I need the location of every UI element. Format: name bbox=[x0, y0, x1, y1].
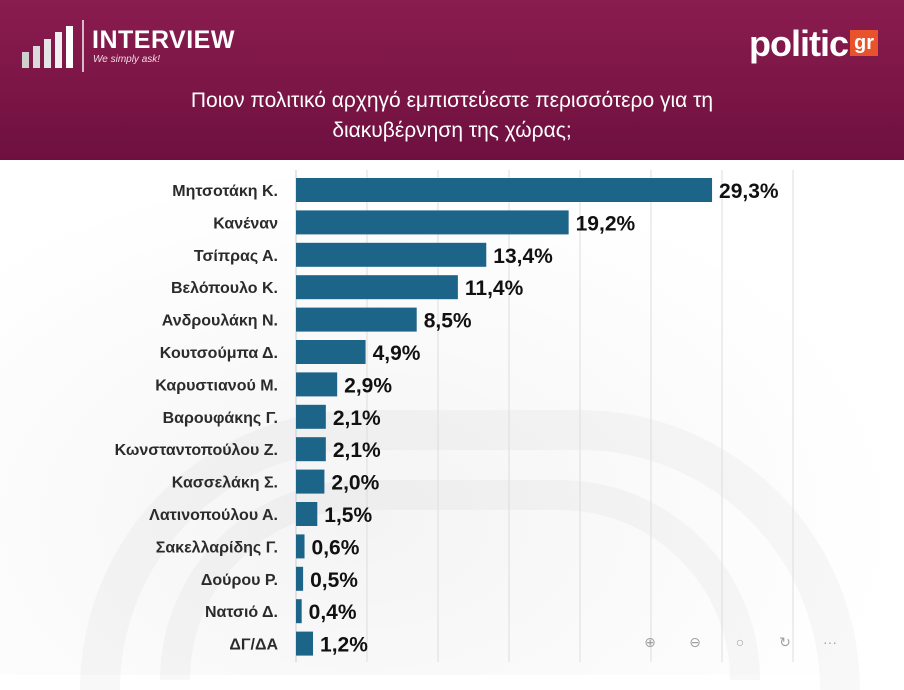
category-label: Βελόπουλο Κ. bbox=[171, 280, 278, 297]
bar[interactable] bbox=[296, 372, 338, 397]
header-banner: INTERVIEW We simply ask! politic gr Ποιο… bbox=[0, 0, 904, 160]
category-label: Κουτσούμπα Δ. bbox=[160, 345, 278, 362]
politic-word: politic bbox=[749, 23, 849, 64]
value-label: 0,5% bbox=[310, 569, 358, 592]
value-label: 2,1% bbox=[333, 439, 381, 462]
bar[interactable] bbox=[296, 502, 318, 526]
value-label: 1,5% bbox=[324, 504, 372, 527]
brand-tagline: We simply ask! bbox=[93, 54, 161, 65]
brand-name: INTERVIEW bbox=[92, 26, 235, 54]
value-label: 13,4% bbox=[493, 245, 553, 268]
bar[interactable] bbox=[296, 469, 325, 494]
bar[interactable] bbox=[296, 178, 713, 202]
category-label: Λατινοπούλου Α. bbox=[149, 507, 278, 524]
bar[interactable] bbox=[296, 307, 417, 332]
category-label: Βαρουφάκης Γ. bbox=[163, 410, 278, 427]
bar-chart: Μητσοτάκη Κ. 29,3% Κανέναν 19,2% Τσίπρας Α. 1… bbox=[115, 170, 794, 662]
bar[interactable] bbox=[296, 599, 302, 624]
bar[interactable] bbox=[296, 275, 458, 300]
value-label: 8,5% bbox=[424, 310, 472, 333]
more-icon[interactable]: ··· bbox=[823, 634, 837, 650]
chart-toolbar: ⊕ ⊖ ○ ↻ ··· bbox=[640, 632, 850, 652]
bar[interactable] bbox=[296, 340, 366, 364]
title-line-1: Ποιον πολιτικό αρχηγό εμπιστεύεστε περισ… bbox=[190, 89, 714, 112]
category-label: Δούρου Ρ. bbox=[201, 572, 278, 589]
bar[interactable] bbox=[296, 566, 304, 591]
category-label: Κασσελάκη Σ. bbox=[172, 475, 278, 492]
bar[interactable] bbox=[296, 534, 305, 559]
search-icon[interactable]: ○ bbox=[735, 634, 745, 650]
politic-logo: politic gr bbox=[749, 24, 878, 68]
logo-divider bbox=[82, 20, 84, 72]
value-label: 0,6% bbox=[312, 536, 360, 559]
category-label: Κανέναν bbox=[213, 215, 278, 232]
value-label: 2,9% bbox=[344, 374, 392, 397]
value-label: 1,2% bbox=[320, 634, 368, 657]
category-label: Τσίπρας Α. bbox=[194, 248, 278, 265]
bars-logo-icon bbox=[22, 26, 73, 68]
value-label: 29,3% bbox=[719, 180, 779, 203]
category-label: Σακελλαρίδης Γ. bbox=[156, 539, 278, 556]
bar[interactable] bbox=[296, 242, 487, 267]
value-label: 19,2% bbox=[576, 212, 636, 235]
value-label: 11,4% bbox=[465, 277, 524, 300]
title-line-2: διακυβέρνηση της χώρας; bbox=[332, 119, 572, 142]
value-label: 2,0% bbox=[331, 472, 379, 495]
category-label: ΔΓ/ΔΑ bbox=[229, 637, 278, 654]
category-label: Ανδρουλάκη Ν. bbox=[162, 313, 278, 330]
reset-icon[interactable]: ↻ bbox=[779, 634, 791, 650]
politic-suffix: gr bbox=[850, 30, 878, 56]
bar[interactable] bbox=[296, 437, 326, 462]
zoom-out-icon[interactable]: ⊖ bbox=[689, 634, 701, 650]
category-label: Καρυστιανού Μ. bbox=[155, 377, 278, 394]
category-label: Νατσιό Δ. bbox=[205, 604, 278, 621]
bar[interactable] bbox=[296, 210, 569, 235]
value-label: 2,1% bbox=[333, 407, 381, 430]
category-label: Κωνσταντοπούλου Ζ. bbox=[115, 442, 278, 459]
bar[interactable] bbox=[296, 631, 314, 656]
value-label: 4,9% bbox=[373, 342, 421, 365]
category-label: Μητσοτάκη Κ. bbox=[172, 183, 278, 200]
chart-title: Ποιον πολιτικό αρχηγό εμπιστεύεστε περισ… bbox=[40, 86, 864, 146]
zoom-in-icon[interactable]: ⊕ bbox=[644, 634, 656, 650]
value-label: 0,4% bbox=[309, 601, 357, 624]
bar[interactable] bbox=[296, 404, 326, 429]
